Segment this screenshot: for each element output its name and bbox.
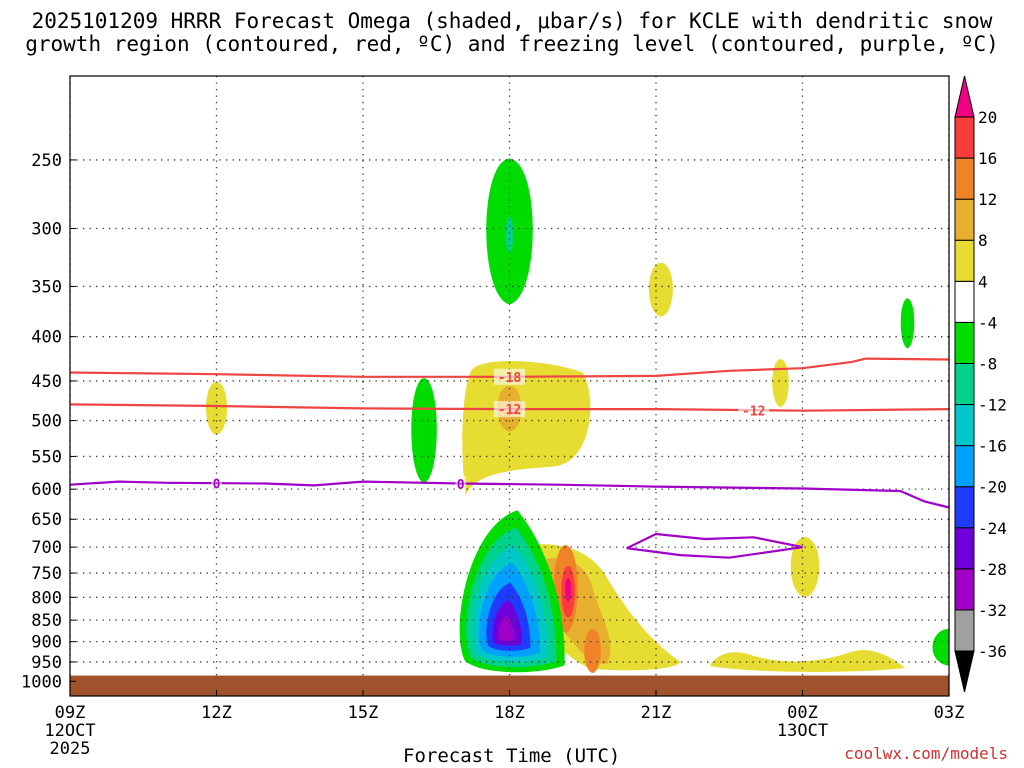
colorbar-label: 12 [978,190,997,209]
contour-label: -18 [498,371,522,386]
y-tick-label: 850 [31,611,62,631]
contour-label-bg [493,401,526,418]
contour-line [69,357,950,378]
contour-line [626,532,803,559]
colorbar-label: -4 [978,313,997,332]
colorbar-label: -16 [978,437,1007,456]
x-tick-date: 13OCT [777,721,828,741]
omega-shade-ascent-02z [900,298,915,349]
contour-label-bg [211,475,222,492]
colorbar-label: 8 [978,231,988,250]
contour-label: -12 [498,403,521,418]
omega-shade-descent-00z [790,536,820,597]
colorbar-box [954,280,975,323]
y-tick-label: 950 [31,653,62,673]
y-tick-label: 900 [31,633,62,653]
omega-shade-ascent-lowlevel-6 [498,616,515,641]
y-tick-label: 250 [31,151,62,171]
omega-shade-ascent-upper-core [505,216,514,253]
colorbar-box [954,486,975,529]
y-tick-label: 300 [31,219,62,239]
x-tick-year: 2025 [50,739,91,759]
y-tick-label: 550 [31,447,62,467]
colorbar-arrow-top [954,75,975,118]
chart-title-line-1: 2025101209 HRRR Forecast Omega (shaded, … [31,9,993,33]
y-tick-label: 700 [31,538,62,558]
colorbar-arrow-bottom [954,650,975,693]
omega-shade-ascent-03z [932,628,949,666]
ground-shading [70,675,949,696]
y-tick-label: 500 [31,412,62,432]
colorbar-label: -32 [978,601,1007,620]
omega-shade-descent-lowlevel-evening [709,650,906,672]
colorbar-label: -8 [978,354,997,373]
omega-shade-ascent-16z [411,378,437,484]
colorbar-box [954,404,975,447]
colorbar-box [954,609,975,652]
colorbar-box [954,362,975,406]
colorbar-label: 16 [978,149,997,168]
y-tick-label: 800 [31,588,62,608]
x-tick-label: 00Z [787,703,818,723]
contour-label-bg [493,368,526,385]
colorbar-box [954,157,975,200]
colorbar-label: -36 [978,642,1007,661]
colorbar-label: 20 [978,108,997,127]
omega-shade-descent-midlevel [462,360,591,496]
x-tick-label: 15Z [348,703,379,723]
omega-shade-descent-lowlevel-max [565,577,572,602]
y-tick-label: 350 [31,277,62,297]
colorbar-box [954,527,975,570]
x-axis-label: Forecast Time (UTC) [403,745,621,767]
y-tick-label: 750 [31,564,62,584]
x-tick-label: 03Z [934,703,965,723]
y-tick-label: 1000 [21,672,62,692]
contour-label-bg [455,476,466,493]
colorbar-label: -12 [978,396,1007,415]
x-tick-label: 18Z [494,703,525,723]
y-tick-label: 450 [31,372,62,392]
colorbar-box [954,239,975,282]
y-tick-label: 650 [31,510,62,530]
y-tick-label: 600 [31,480,62,500]
colorbar-box [954,116,975,159]
colorbar-box [954,568,975,611]
colorbar-label: -20 [978,478,1007,497]
colorbar-box [954,321,975,364]
colorbar-label: -24 [978,519,1007,538]
contour-label: 0 [457,478,465,493]
omega-shade-descent-21z [648,262,673,317]
omega-shade-descent-2330z [772,358,789,407]
contour-label: 0 [213,477,221,492]
colorbar-label: 4 [978,272,988,291]
x-tick-date: 12OCT [44,721,95,741]
contour-label: -12 [742,405,765,420]
colorbar-label: -28 [978,560,1007,579]
x-tick-label: 21Z [641,703,672,723]
x-tick-label: 12Z [201,703,232,723]
watermark: coolwx.com/models [844,744,1008,763]
colorbar-box [954,445,975,488]
contour-label-bg [738,402,770,419]
y-tick-label: 400 [31,328,62,348]
colorbar-box [954,198,975,241]
omega-shade-descent-lowlevel-secondary [584,629,601,674]
x-tick-label: 09Z [55,703,86,723]
chart-title-line-2: growth region (contoured, red, ºC) and f… [25,32,999,56]
